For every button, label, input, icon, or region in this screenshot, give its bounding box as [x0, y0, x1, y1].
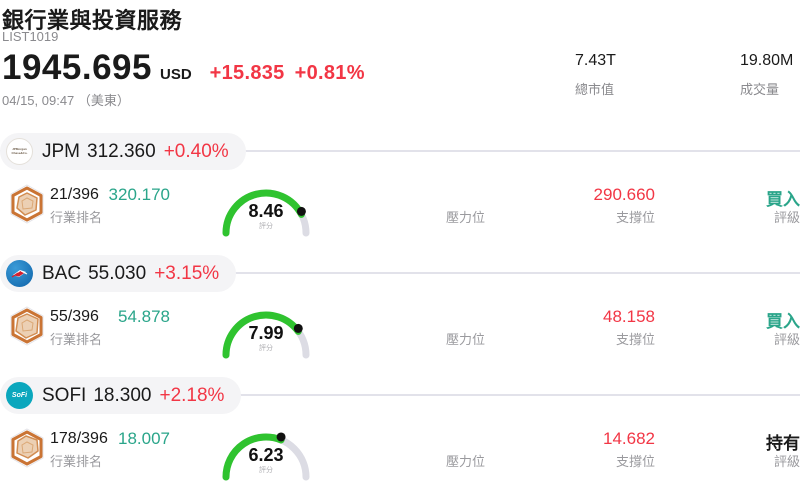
resistance-value: 18.007	[118, 429, 170, 448]
stock-row: JPMorgan Chase&Co. JPM 312.360 +0.40% 21…	[0, 133, 800, 255]
rating-value: 持有	[766, 434, 800, 453]
svg-text:8.46: 8.46	[248, 201, 283, 221]
industry-rank-value: 21/396	[50, 186, 99, 203]
industry-rank-label: 行業排名	[50, 210, 103, 225]
rating-label: 評級	[773, 210, 800, 225]
stock-row: SoFi SOFI 18.300 +2.18% 178/396 行業排名 6.2…	[0, 377, 800, 488]
industry-rank-label: 行業排名	[50, 454, 103, 469]
resistance-value: 320.170	[108, 185, 170, 204]
market-cap-stat: 7.43T 總市值	[575, 52, 616, 98]
svg-text:7.99: 7.99	[248, 323, 283, 343]
index-quote: 1945.695 USD +15.835 +0.81%	[2, 48, 365, 90]
rating-value: 買入	[766, 312, 800, 331]
rating-value: 買入	[766, 190, 800, 209]
rating-label: 評級	[773, 332, 800, 347]
resistance-label: 壓力位	[445, 210, 485, 225]
index-price: 1945.695	[2, 48, 152, 87]
stock-chip-bac[interactable]: BAC 55.030 +3.15%	[0, 255, 237, 292]
support-label: 支撐位	[615, 332, 655, 347]
ticker-symbol: BAC	[42, 262, 82, 284]
hexagon-radar-badge-icon	[10, 428, 44, 468]
stock-chip-sofi[interactable]: SoFi SOFI 18.300 +2.18%	[0, 377, 242, 414]
ticker-change-pct: +3.15%	[154, 262, 220, 284]
sofi-logo-text: SoFi	[11, 392, 28, 399]
volume-stat: 19.80M 成交量	[740, 52, 793, 98]
ticker-change-pct: +0.40%	[163, 140, 229, 162]
page-title: 銀行業與投資服務	[2, 8, 183, 33]
jpm-logo-icon: JPMorgan Chase&Co.	[6, 138, 33, 165]
svg-text:評分: 評分	[259, 221, 273, 230]
score-gauge: 7.99 評分	[222, 311, 310, 359]
stock-row: BAC 55.030 +3.15% 55/396 行業排名 7.99 評分 54…	[0, 255, 800, 377]
industry-rank-label: 行業排名	[50, 332, 103, 347]
ticker-change-pct: +2.18%	[159, 384, 225, 406]
score-gauge: 6.23 評分	[222, 432, 310, 481]
support-value: 290.660	[593, 185, 655, 204]
quote-timestamp: 04/15, 09:47 （美東）	[2, 93, 130, 108]
row-divider	[0, 272, 800, 274]
stock-chip-jpm[interactable]: JPMorgan Chase&Co. JPM 312.360 +0.40%	[0, 133, 246, 170]
svg-text:評分: 評分	[259, 343, 273, 352]
support-value: 14.682	[603, 429, 655, 448]
index-change: +15.835	[209, 62, 285, 84]
support-value: 48.158	[603, 307, 655, 326]
resistance-value: 54.878	[118, 307, 170, 326]
support-label: 支撐位	[615, 210, 655, 225]
row-divider	[0, 150, 800, 152]
rating-label: 評級	[773, 454, 800, 469]
market-cap-label: 總市值	[575, 82, 615, 97]
currency-label: USD	[159, 66, 192, 83]
ticker-price: 312.360	[87, 140, 156, 162]
industry-rank-value: 55/396	[50, 308, 99, 325]
hexagon-radar-badge-icon	[10, 184, 44, 224]
sofi-logo-icon: SoFi	[6, 382, 33, 409]
support-label: 支撐位	[615, 454, 655, 469]
hexagon-radar-badge-icon	[10, 306, 44, 346]
market-cap-value: 7.43T	[575, 52, 616, 69]
ticker-price: 55.030	[88, 262, 147, 284]
row-divider	[0, 394, 800, 396]
ticker-symbol: SOFI	[42, 384, 87, 406]
index-change-pct: +0.81%	[294, 62, 365, 84]
volume-value: 19.80M	[740, 52, 794, 69]
resistance-label: 壓力位	[445, 454, 485, 469]
jpm-logo-text: JPMorgan Chase&Co.	[11, 146, 28, 155]
volume-label: 成交量	[740, 82, 780, 97]
industry-rank-value: 178/396	[50, 430, 108, 447]
ticker-price: 18.300	[93, 384, 152, 406]
ticker-symbol: JPM	[42, 140, 80, 162]
svg-text:6.23: 6.23	[248, 445, 283, 465]
bac-logo-icon	[6, 260, 33, 287]
resistance-label: 壓力位	[445, 332, 485, 347]
score-gauge: 8.46 評分	[222, 189, 310, 237]
list-id: LIST1019	[2, 29, 59, 44]
svg-text:評分: 評分	[259, 465, 273, 474]
